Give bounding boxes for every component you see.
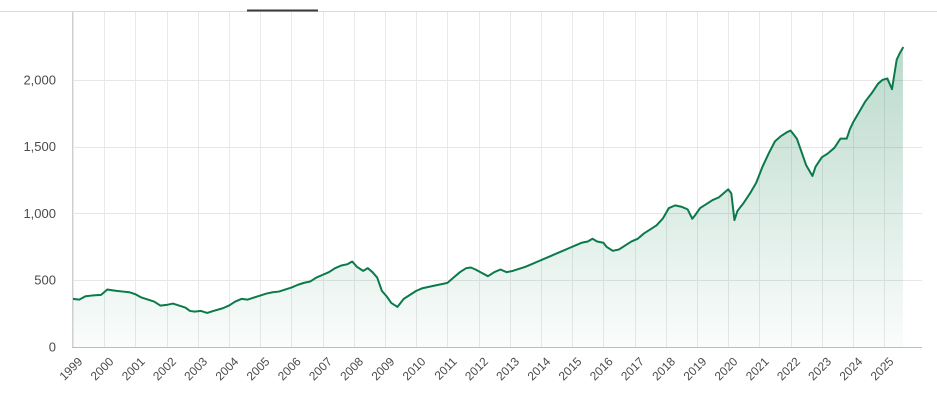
x-tick-label: 2000 — [88, 354, 117, 383]
x-tick-label: 2012 — [462, 354, 491, 383]
x-tick-label: 2002 — [150, 354, 179, 383]
x-tick-label: 2010 — [400, 354, 429, 383]
x-tick-label: 2003 — [181, 354, 210, 383]
y-tick-labels: 0 500 1,000 1,500 2,000 — [23, 72, 56, 354]
y-tick-label: 1,500 — [23, 139, 56, 154]
x-tick-label: 2007 — [306, 354, 335, 383]
x-tick-label: 2001 — [119, 354, 148, 383]
x-tick-label: 2015 — [556, 354, 585, 383]
series-line — [72, 46, 904, 314]
y-tick-label: 2,000 — [23, 72, 56, 87]
x-tick-label: 2020 — [712, 354, 741, 383]
y-tick-label: 1,000 — [23, 206, 56, 221]
x-tick-label: 2025 — [868, 354, 897, 383]
series-line-layer — [72, 46, 904, 314]
x-tick-label: 2009 — [369, 354, 398, 383]
x-tick-label: 2008 — [337, 354, 366, 383]
series-area-fill — [73, 47, 903, 348]
y-tick-label: 500 — [34, 273, 56, 288]
x-tick-label: 2024 — [837, 354, 866, 383]
x-tick-label: 2014 — [525, 354, 554, 383]
x-tick-label: 2018 — [649, 354, 678, 383]
x-tick-label: 2021 — [743, 354, 772, 383]
x-tick-label: 2016 — [587, 354, 616, 383]
x-tick-label: 2011 — [432, 354, 460, 382]
area-fill-layer — [73, 47, 903, 348]
x-tick-label: 2023 — [805, 354, 834, 383]
x-tick-label: 2006 — [275, 354, 304, 383]
x-tick-label: 2013 — [493, 354, 522, 383]
x-tick-label: 2022 — [774, 354, 803, 383]
x-tick-label: 2004 — [213, 354, 242, 383]
x-tick-label: 2017 — [618, 354, 647, 383]
axes — [72, 12, 922, 348]
y-tick-label: 0 — [49, 340, 56, 355]
x-tick-labels: 1999 2000 2001 2002 2003 2004 2005 2006 2007 2008… — [57, 354, 897, 383]
x-tick-label: 2005 — [244, 354, 273, 383]
x-tick-label: 2019 — [681, 354, 710, 383]
x-tick-label: 1999 — [57, 354, 86, 383]
